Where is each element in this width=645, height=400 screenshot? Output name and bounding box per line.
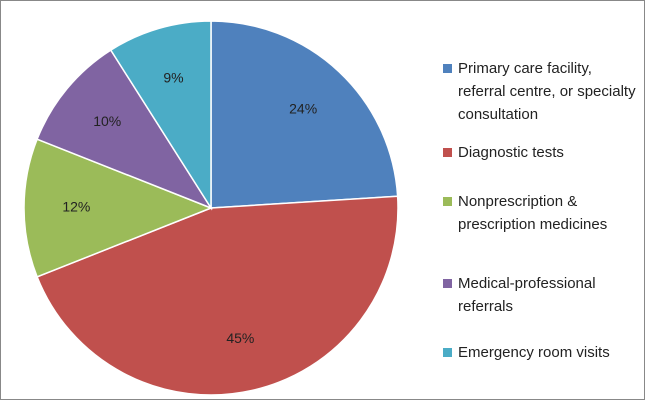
data-label: 45% — [226, 330, 254, 346]
pie-slice — [109, 20, 212, 211]
data-label: 9% — [163, 69, 183, 85]
legend-label: Emergency room visits — [458, 344, 610, 361]
data-label: 12% — [62, 199, 90, 215]
legend-swatch — [443, 348, 452, 357]
data-label: 24% — [289, 101, 317, 117]
legend-swatch — [443, 197, 452, 206]
legend-swatch — [443, 148, 452, 157]
pie-slice — [23, 138, 214, 278]
legend-label: Nonprescription & prescription medicines — [458, 193, 608, 233]
legend-label: Diagnostic tests — [458, 144, 564, 161]
data-label: 10% — [93, 113, 121, 129]
pie-slice — [36, 195, 399, 396]
legend-entry: Nonprescription & prescription medicines — [443, 190, 638, 236]
legend-entry: Emergency room visits — [443, 341, 638, 364]
legend-label: Medical-professional referrals — [458, 275, 596, 315]
legend-label: Primary care facility, referral centre, … — [458, 60, 636, 123]
pie-slice — [36, 49, 213, 210]
legend-entry: Diagnostic tests — [443, 141, 638, 164]
legend-entry: Medical-professional referrals — [443, 272, 638, 318]
legend-swatch — [443, 279, 452, 288]
legend-swatch — [443, 64, 452, 73]
pie-slice — [210, 20, 399, 209]
legend-entry: Primary care facility, referral centre, … — [443, 57, 638, 126]
